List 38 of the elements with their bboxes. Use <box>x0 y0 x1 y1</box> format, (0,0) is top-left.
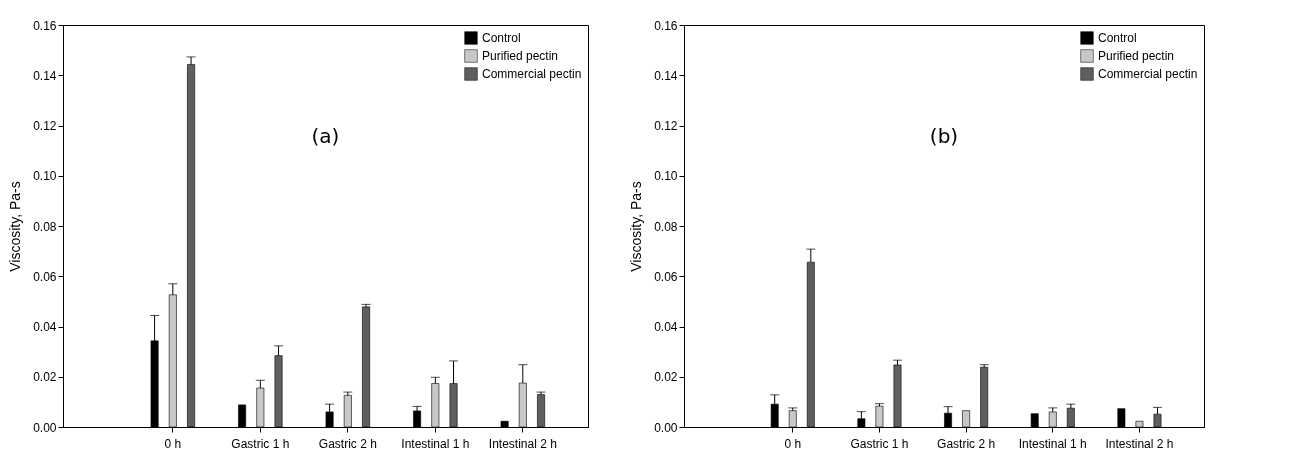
x-tick-label: Intestinal 2 h <box>1105 436 1174 451</box>
x-tick-label: 0 h <box>164 436 182 451</box>
y-tick-label: 0.14 <box>33 68 57 83</box>
legend-label: Control <box>1098 31 1137 45</box>
y-tick-label: 0.08 <box>654 219 678 234</box>
legend-label: Control <box>482 31 521 45</box>
y-tick-label: 0.12 <box>33 119 57 133</box>
x-tick-label: Intestinal 1 h <box>1018 436 1087 451</box>
legend-label: Commercial pectin <box>1098 67 1198 81</box>
legend-label: Purified pectin <box>1098 49 1175 63</box>
y-tick-label: 0.06 <box>33 269 57 284</box>
annotation: (a) <box>311 124 340 148</box>
y-tick-label: 0.04 <box>33 320 57 334</box>
y-tick-label: 0.08 <box>33 219 57 234</box>
y-tick-label: 0.04 <box>654 320 678 334</box>
x-tick-label: Intestinal 2 h <box>488 436 557 451</box>
legend-label: Commercial pectin <box>482 67 582 81</box>
x-tick-label: Intestinal 1 h <box>401 436 470 451</box>
x-tick-label: 0 h <box>784 436 802 451</box>
x-tick-label: Gastric 2 h <box>318 436 377 451</box>
y-tick-label: 0.10 <box>654 169 678 184</box>
y-tick-label: 0.02 <box>33 370 57 385</box>
x-tick-label: Gastric 1 h <box>231 436 290 451</box>
y-axis-title: Viscosity, Pa-s <box>628 181 645 272</box>
annotation: (b) <box>929 124 959 148</box>
x-tick-label: Gastric 1 h <box>850 436 909 451</box>
y-tick-label: 0.02 <box>654 370 678 385</box>
x-tick-label: Gastric 2 h <box>937 436 996 451</box>
y-tick-label: 0.06 <box>654 269 678 284</box>
y-axis-title: Viscosity, Pa-s <box>7 181 24 272</box>
y-tick-label: 0.16 <box>654 18 678 33</box>
legend-label: Purified pectin <box>482 49 559 63</box>
y-tick-label: 0.14 <box>654 68 678 83</box>
y-tick-label: 0.00 <box>654 420 678 435</box>
y-tick-label: 0.16 <box>33 18 57 33</box>
y-tick-label: 0.12 <box>654 119 678 133</box>
y-tick-label: 0.00 <box>33 420 57 435</box>
y-tick-label: 0.10 <box>33 169 57 184</box>
